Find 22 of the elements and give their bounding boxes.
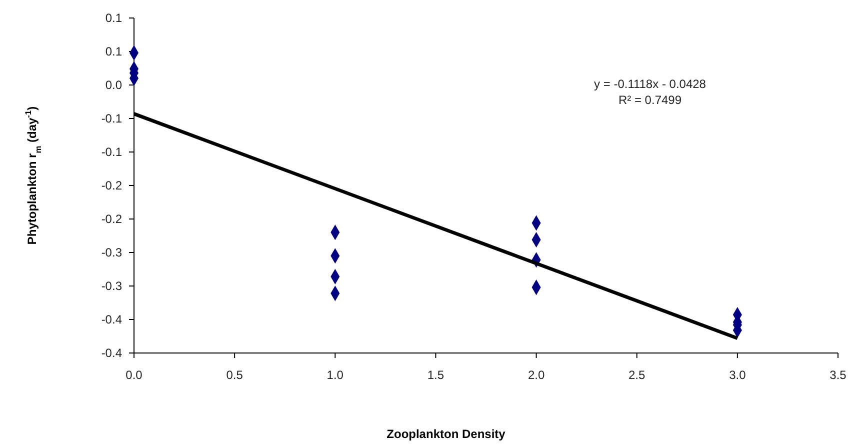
y-tick-label: -0.4 [101, 312, 122, 327]
y-tick-label: -0.3 [101, 246, 122, 260]
y-tick-label: -0.1 [101, 112, 122, 126]
x-tick-label: 1.5 [427, 368, 444, 382]
x-axis-title: Zooplankton Density [386, 427, 506, 441]
y-tick-label: -0.3 [101, 279, 122, 294]
x-tick-label: 3.5 [830, 368, 847, 382]
x-tick-label: 1.0 [326, 368, 344, 382]
y-tick-label: -0.2 [101, 178, 122, 193]
y-tick-label: -0.1 [101, 145, 122, 160]
y-tick-label: -0.2 [101, 212, 122, 226]
x-tick-label: 2.0 [528, 368, 545, 382]
annotation: R² = 0.7499 [618, 93, 682, 107]
y-tick-label: -0.4 [101, 346, 122, 360]
annotation: y = -0.1118x - 0.0428 [594, 77, 706, 91]
x-tick-label: 0.0 [126, 368, 143, 382]
y-tick-label: 0.1 [105, 44, 122, 59]
x-tick-label: 3.0 [729, 368, 746, 382]
y-tick-label: 0.0 [105, 78, 122, 92]
x-tick-label: 0.5 [226, 368, 244, 382]
y-tick-label: 0.1 [105, 11, 122, 26]
x-tick-label: 2.5 [628, 368, 646, 382]
